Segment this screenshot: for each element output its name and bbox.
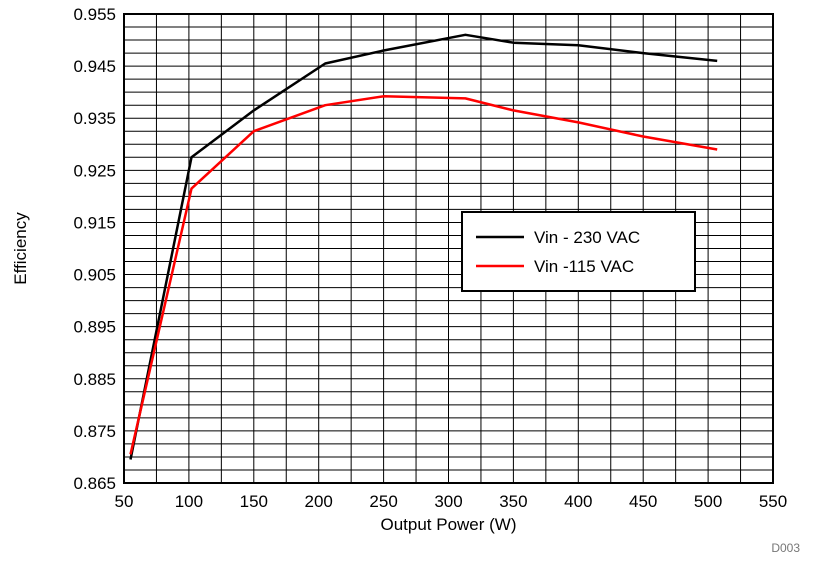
x-tick-label: 400 (564, 492, 592, 511)
y-tick-label: 0.925 (73, 161, 116, 180)
figure-id-label: D003 (771, 541, 800, 555)
x-tick-label: 500 (694, 492, 722, 511)
legend-box (461, 211, 696, 292)
legend-label-115vac: Vin -115 VAC (534, 257, 634, 276)
x-tick-label: 300 (434, 492, 462, 511)
y-tick-labels: 0.955 0.945 0.935 0.925 0.915 0.905 0.895 0.885… (73, 5, 116, 493)
x-tick-label: 150 (240, 492, 268, 511)
series-layer (129, 33, 718, 460)
x-tick-label: 450 (629, 492, 657, 511)
series-line-0 (129, 33, 718, 460)
y-tick-label: 0.955 (73, 5, 116, 24)
y-tick-label: 0.875 (73, 422, 116, 441)
y-tick-label: 0.915 (73, 213, 116, 232)
y-tick-label: 0.885 (73, 370, 116, 389)
y-tick-label: 0.865 (73, 474, 116, 493)
x-tick-label: 200 (305, 492, 333, 511)
x-axis-label: Output Power (W) (380, 515, 516, 534)
y-axis-label: Efficiency (11, 212, 30, 285)
x-tick-label: 100 (175, 492, 203, 511)
y-tick-label: 0.905 (73, 266, 116, 285)
y-tick-label: 0.935 (73, 109, 116, 128)
y-tick-label: 0.895 (73, 318, 116, 337)
plot-frame (123, 13, 774, 484)
x-tick-label: 550 (759, 492, 787, 511)
x-tick-labels: 50 100 150 200 250 300 350 400 450 500 550 (115, 492, 788, 511)
legend-label-230vac: Vin - 230 VAC (534, 228, 640, 247)
y-tick-label: 0.945 (73, 57, 116, 76)
x-tick-label: 50 (115, 492, 134, 511)
series-line-1 (129, 95, 718, 455)
x-tick-label: 350 (499, 492, 527, 511)
legend: Vin - 230 VAC Vin -115 VAC (461, 211, 696, 292)
x-tick-label: 250 (369, 492, 397, 511)
